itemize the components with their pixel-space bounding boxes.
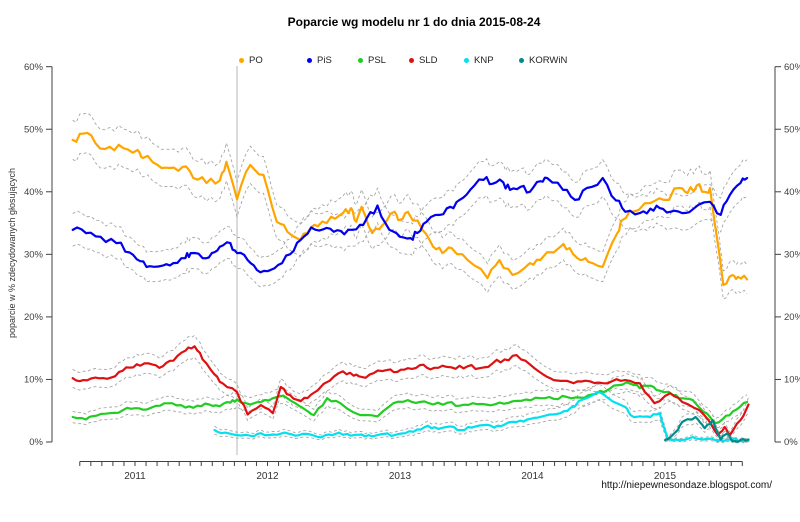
x-axis-year-label: 2011 [124, 471, 146, 482]
series-line-PiS [71, 176, 749, 274]
legend-label-korwin: KORWiN [529, 54, 568, 66]
series-line-PSL [71, 381, 749, 425]
sld-series-dot-icon [409, 57, 414, 63]
svg-text:20%: 20% [24, 312, 44, 323]
legend-item-psl: PSL [358, 54, 386, 66]
legend-item-sld: SLD [409, 54, 437, 66]
svg-text:50%: 50% [784, 124, 800, 135]
chart-title: Poparcie wg modelu nr 1 do dnia 2015-08-… [287, 15, 541, 29]
svg-text:0%: 0% [29, 437, 43, 448]
x-axis: 2011 2012 2013 2014 2015 [79, 461, 743, 482]
legend-label-po: PO [249, 54, 263, 66]
svg-text:30%: 30% [24, 250, 44, 261]
pis-series-dot-icon [307, 57, 312, 63]
legend-item-po: PO [239, 54, 263, 66]
svg-text:30%: 30% [784, 250, 800, 261]
series-line-SLD [71, 345, 750, 437]
confidence-band-PiS [72, 158, 748, 288]
svg-text:20%: 20% [784, 312, 800, 323]
legend-item-korwin: KORWiN [519, 54, 567, 66]
y-axis-left: 0% 10% 20% 30% 40% 50% 60% [24, 62, 53, 448]
legend-label-sld: SLD [419, 54, 438, 66]
korwin-series-dot-icon [519, 57, 524, 63]
x-axis-year-label: 2013 [389, 471, 412, 482]
confidence-band-SLD [72, 334, 749, 439]
source-url: http://niepewnesondaze.blogspot.com/ [601, 480, 772, 491]
legend-label-psl: PSL [368, 54, 386, 66]
svg-text:40%: 40% [784, 187, 800, 198]
svg-text:60%: 60% [24, 62, 44, 73]
knp-series-dot-icon [464, 57, 469, 63]
legend-label-pis: PiS [317, 54, 332, 66]
y-axis-right: 0% 10% 20% 30% 40% 50% 60% [774, 62, 800, 448]
svg-text:0%: 0% [784, 437, 798, 448]
series-line-PO [71, 131, 749, 287]
svg-text:40%: 40% [24, 187, 44, 198]
x-axis-year-label: 2012 [256, 471, 279, 482]
svg-text:60%: 60% [784, 62, 800, 73]
svg-text:10%: 10% [784, 375, 800, 386]
legend-item-pis: PiS [307, 54, 332, 66]
legend-label-knp: KNP [474, 54, 494, 66]
confidence-band-PO [72, 112, 748, 300]
x-axis-year-label: 2015 [654, 471, 677, 482]
svg-text:50%: 50% [24, 124, 44, 135]
series-line-KNP [213, 390, 750, 443]
po-series-dot-icon [239, 57, 244, 63]
legend-item-knp: KNP [464, 54, 494, 66]
x-axis-year-label: 2014 [521, 471, 544, 482]
svg-text:10%: 10% [24, 375, 44, 386]
y-axis-title: poparcie w % zdecydowanych głosujących [7, 167, 17, 339]
series-line-KORWiN [663, 415, 750, 443]
psl-series-dot-icon [358, 57, 363, 63]
